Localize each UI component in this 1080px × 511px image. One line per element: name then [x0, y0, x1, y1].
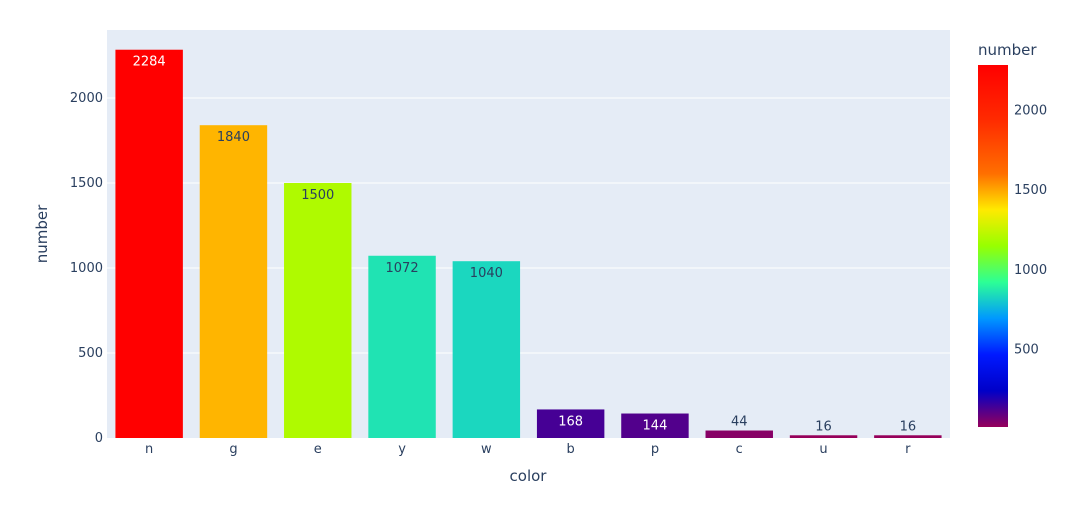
x-tick-label: g [229, 442, 237, 457]
x-tick-label: b [567, 442, 575, 457]
bar-g[interactable] [199, 125, 268, 438]
bar-value-label: 16 [815, 419, 832, 434]
colorbar-tick-label: 1500 [1014, 183, 1047, 198]
bar-e[interactable] [284, 183, 352, 438]
bar-w[interactable] [452, 261, 521, 438]
bars [115, 49, 942, 438]
colorbar-tick-label: 2000 [1014, 103, 1047, 118]
colorbar: number 500 1000 1500 2000 [978, 41, 1047, 427]
x-tick-label: c [736, 442, 743, 457]
y-axis-title: number [33, 204, 51, 263]
y-tick-label: 2000 [70, 91, 103, 106]
bar-value-label: 2284 [133, 55, 166, 70]
colorbar-ticks: 500 1000 1500 2000 [1014, 103, 1047, 357]
bar-y[interactable] [368, 255, 436, 438]
x-axis-title: color [510, 467, 548, 485]
x-tick-label: r [905, 442, 911, 457]
y-tick-label: 1500 [70, 176, 103, 191]
bar-value-label: 16 [900, 419, 917, 434]
y-tick-label: 0 [95, 431, 103, 446]
bar-value-label: 1040 [470, 266, 503, 281]
bar-r[interactable] [874, 435, 942, 438]
y-tick-label: 1000 [70, 261, 103, 276]
colorbar-tick-label: 1000 [1014, 263, 1047, 278]
bar-p[interactable] [621, 413, 689, 438]
bar-value-label: 1500 [301, 188, 334, 203]
bar-value-label: 144 [643, 419, 668, 434]
x-tick-label: n [145, 442, 153, 457]
y-axis-ticks: 0 500 1000 1500 2000 [70, 91, 103, 446]
x-tick-label: y [398, 442, 406, 457]
x-tick-label: u [819, 442, 827, 457]
colorbar-title: number [978, 41, 1037, 59]
bar-value-label: 1840 [217, 130, 250, 145]
colorbar-tick-label: 500 [1014, 343, 1039, 358]
bar-value-label: 168 [558, 414, 583, 429]
bar-labels: 2284 1840 1500 1072 1040 168 144 44 16 16 [133, 55, 917, 435]
x-tick-label: p [651, 442, 659, 457]
bar-value-label: 44 [731, 415, 748, 430]
bar-u[interactable] [789, 435, 858, 438]
bar-b[interactable] [536, 409, 605, 438]
x-tick-label: e [314, 442, 322, 457]
colorbar-gradient [978, 65, 1008, 427]
bar-n[interactable] [115, 49, 183, 438]
bar-value-label: 1072 [386, 261, 419, 276]
x-tick-label: w [481, 442, 492, 457]
y-tick-label: 500 [78, 346, 103, 361]
bar-c[interactable] [705, 430, 773, 438]
